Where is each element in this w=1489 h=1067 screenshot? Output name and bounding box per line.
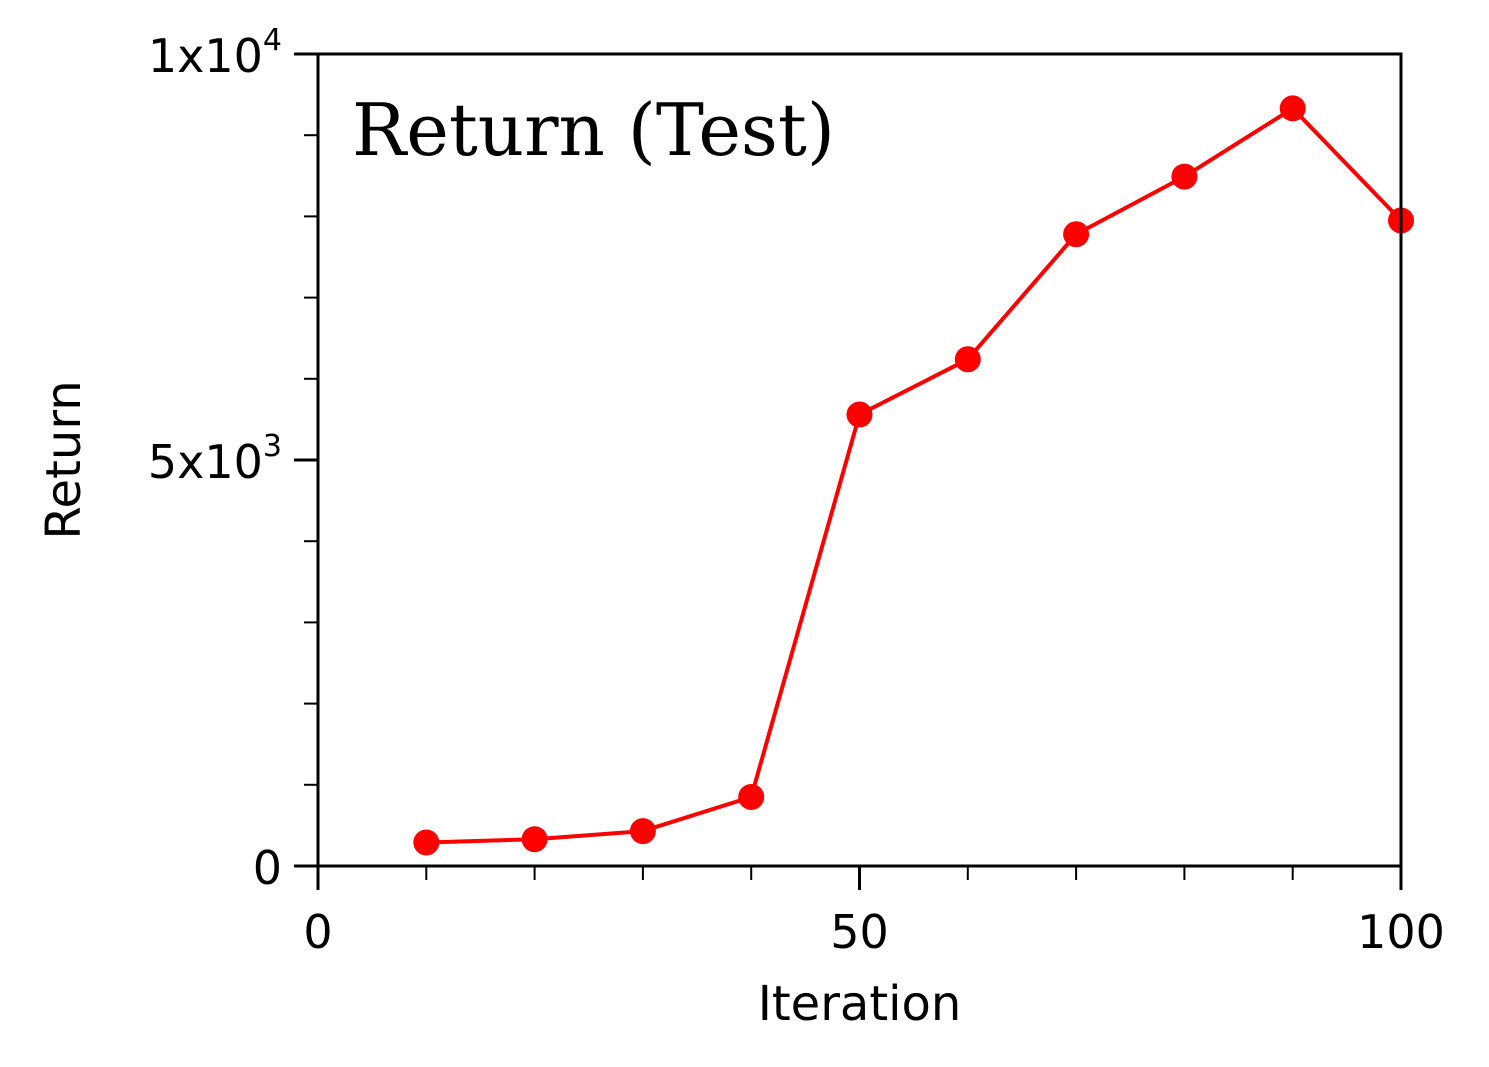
data-point xyxy=(521,826,548,853)
series-layer xyxy=(413,95,1414,856)
y-tick-label: 0 xyxy=(253,841,282,895)
data-point xyxy=(954,346,981,373)
y-tick-label: 5x103 xyxy=(148,429,282,489)
y-axis-label: Return xyxy=(36,380,92,539)
data-point xyxy=(1279,95,1306,122)
y-tick-labels: 0 5x103 1x104 xyxy=(148,23,282,895)
data-point xyxy=(738,783,765,810)
x-tick-labels: 0 50 100 xyxy=(303,905,1445,959)
y-tick-label: 1x104 xyxy=(148,23,282,83)
x-tick-label: 100 xyxy=(1357,905,1445,959)
series-line xyxy=(426,106,1403,845)
data-point xyxy=(413,829,440,856)
data-point xyxy=(1171,163,1198,190)
plot-frame xyxy=(316,52,1403,868)
minor-ticks xyxy=(304,134,1294,880)
plot-title: Return (Test) xyxy=(352,88,835,172)
x-tick-label: 0 xyxy=(303,905,332,959)
data-point xyxy=(1063,221,1090,248)
x-tick-label: 50 xyxy=(830,905,889,959)
major-ticks xyxy=(294,52,1403,890)
x-axis-label: Iteration xyxy=(758,976,962,1032)
data-point xyxy=(846,401,873,428)
data-point xyxy=(629,818,656,845)
